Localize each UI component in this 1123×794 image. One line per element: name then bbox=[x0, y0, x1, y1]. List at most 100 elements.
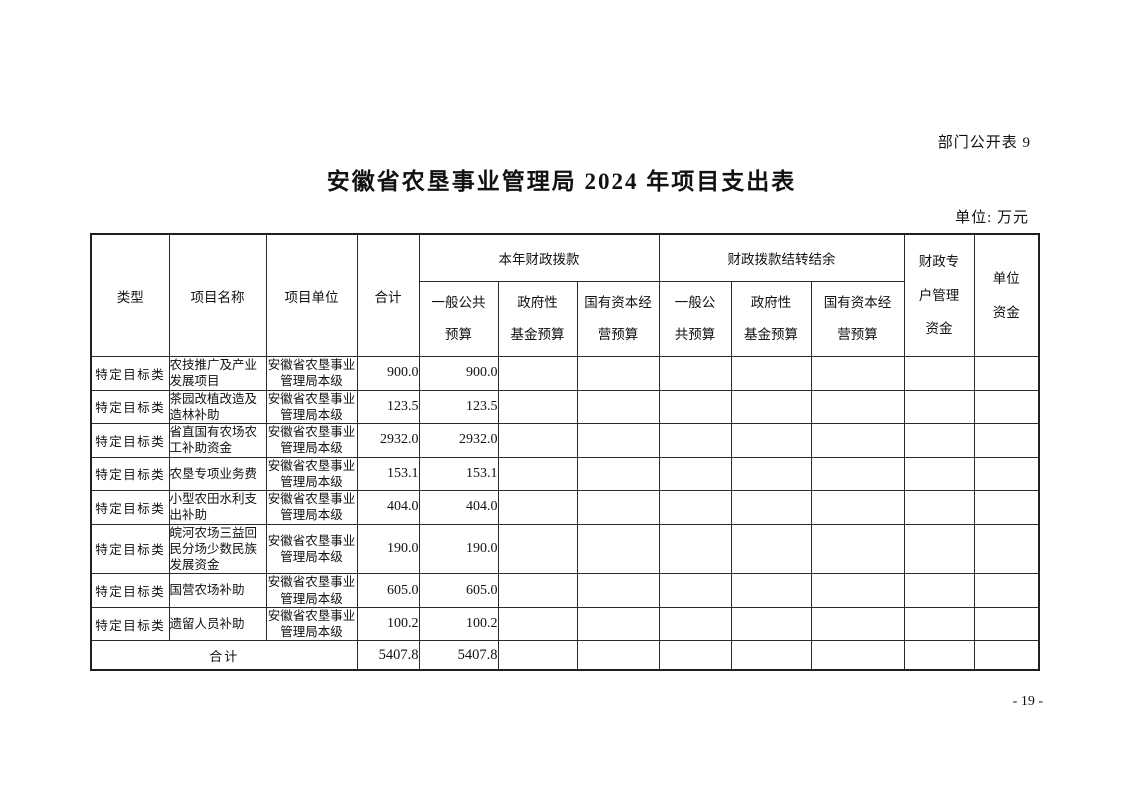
empty-cell bbox=[576, 423, 660, 458]
cell-current-general-public: 900.0 bbox=[418, 356, 499, 391]
cell-project-unit: 安徽省农垦事业管理局本级 bbox=[265, 356, 358, 391]
total-current-general-public: 5407.8 bbox=[418, 640, 499, 671]
empty-cell bbox=[497, 640, 578, 671]
empty-cell bbox=[810, 573, 905, 608]
col-header-carryover-general-public: 一般公 共预算 bbox=[658, 281, 732, 357]
empty-cell bbox=[903, 356, 975, 391]
empty-cell bbox=[730, 456, 812, 491]
cell-project-name: 茶园改植改造及造林补助 bbox=[168, 389, 267, 424]
empty-cell bbox=[576, 606, 660, 642]
col-header-type: 类型 bbox=[90, 233, 170, 357]
empty-cell bbox=[497, 423, 578, 458]
total-row: 合计 5407.8 5407.8 bbox=[90, 640, 1040, 671]
cell-project-unit: 安徽省农垦事业管理局本级 bbox=[265, 423, 358, 458]
cell-current-general-public: 404.0 bbox=[418, 490, 499, 525]
col-header-current-general-public: 一般公共 预算 bbox=[418, 281, 499, 357]
col-header-current-state-capital: 国有资本经 营预算 bbox=[576, 281, 660, 357]
empty-cell bbox=[730, 640, 812, 671]
empty-cell bbox=[973, 573, 1040, 608]
empty-cell bbox=[973, 640, 1040, 671]
cell-current-general-public: 100.2 bbox=[418, 606, 499, 642]
empty-cell bbox=[810, 606, 905, 642]
empty-cell bbox=[810, 423, 905, 458]
cell-type: 特定目标类 bbox=[90, 423, 170, 458]
empty-cell bbox=[658, 640, 732, 671]
empty-cell bbox=[730, 606, 812, 642]
cell-type: 特定目标类 bbox=[90, 356, 170, 391]
table-row: 特定目标类 皖河农场三益回民分场少数民族发展资金 安徽省农垦事业管理局本级 19… bbox=[90, 523, 1040, 575]
cell-type: 特定目标类 bbox=[90, 490, 170, 525]
cell-project-unit: 安徽省农垦事业管理局本级 bbox=[265, 606, 358, 642]
table-row: 特定目标类 省直国有农场农工补助资金 安徽省农垦事业管理局本级 2932.0 2… bbox=[90, 423, 1040, 458]
cell-total: 605.0 bbox=[356, 573, 420, 608]
table-row: 特定目标类 茶园改植改造及造林补助 安徽省农垦事业管理局本级 123.5 123… bbox=[90, 389, 1040, 424]
cell-project-name: 农垦专项业务费 bbox=[168, 456, 267, 491]
cell-project-unit: 安徽省农垦事业管理局本级 bbox=[265, 573, 358, 608]
empty-cell bbox=[576, 640, 660, 671]
table-row: 特定目标类 小型农田水利支出补助 安徽省农垦事业管理局本级 404.0 404.… bbox=[90, 490, 1040, 525]
cell-project-name: 农技推广及产业发展项目 bbox=[168, 356, 267, 391]
cell-total: 900.0 bbox=[356, 356, 420, 391]
col-header-carryover-state-capital: 国有资本经 营预算 bbox=[810, 281, 905, 357]
cell-type: 特定目标类 bbox=[90, 573, 170, 608]
empty-cell bbox=[730, 490, 812, 525]
col-header-total: 合计 bbox=[356, 233, 420, 357]
empty-cell bbox=[576, 573, 660, 608]
col-header-unit-funds: 单位 资金 bbox=[973, 233, 1040, 357]
table-row: 特定目标类 国营农场补助 安徽省农垦事业管理局本级 605.0 605.0 bbox=[90, 573, 1040, 608]
empty-cell bbox=[903, 456, 975, 491]
empty-cell bbox=[497, 606, 578, 642]
header-row-subcolumns: 一般公共 预算 政府性 基金预算 国有资本经 营预算 一般公 共预算 政府性 基… bbox=[91, 281, 1039, 357]
empty-cell bbox=[730, 573, 812, 608]
col-header-project-unit: 项目单位 bbox=[265, 233, 358, 357]
col-header-special-account: 财政专 户管理 资金 bbox=[903, 233, 975, 357]
empty-cell bbox=[903, 523, 975, 575]
empty-cell bbox=[658, 456, 732, 491]
empty-cell bbox=[497, 356, 578, 391]
cell-project-name: 遗留人员补助 bbox=[168, 606, 267, 642]
col-header-project-name: 项目名称 bbox=[168, 233, 267, 357]
table-row: 特定目标类 遗留人员补助 安徽省农垦事业管理局本级 100.2 100.2 bbox=[90, 606, 1040, 642]
cell-type: 特定目标类 bbox=[90, 389, 170, 424]
budget-table: 类型 项目名称 项目单位 合计 本年财政拨款 财政拨款结转结余 财政专 户管理 … bbox=[90, 233, 1041, 671]
cell-current-general-public: 123.5 bbox=[418, 389, 499, 424]
empty-cell bbox=[730, 423, 812, 458]
empty-cell bbox=[730, 523, 812, 575]
cell-project-unit: 安徽省农垦事业管理局本级 bbox=[265, 523, 358, 575]
total-label: 合计 bbox=[90, 640, 358, 671]
empty-cell bbox=[730, 389, 812, 424]
empty-cell bbox=[576, 389, 660, 424]
cell-current-general-public: 153.1 bbox=[418, 456, 499, 491]
empty-cell bbox=[810, 456, 905, 491]
empty-cell bbox=[973, 523, 1040, 575]
empty-cell bbox=[973, 606, 1040, 642]
unit-note: 单位: 万元 bbox=[955, 210, 1029, 226]
empty-cell bbox=[973, 423, 1040, 458]
empty-cell bbox=[658, 573, 732, 608]
empty-cell bbox=[810, 490, 905, 525]
empty-cell bbox=[576, 523, 660, 575]
empty-cell bbox=[903, 389, 975, 424]
page-number: - 19 - bbox=[1012, 694, 1043, 709]
empty-cell bbox=[903, 640, 975, 671]
cell-total: 404.0 bbox=[356, 490, 420, 525]
cell-total: 153.1 bbox=[356, 456, 420, 491]
cell-type: 特定目标类 bbox=[90, 523, 170, 575]
cell-type: 特定目标类 bbox=[90, 456, 170, 491]
empty-cell bbox=[497, 490, 578, 525]
cell-total: 190.0 bbox=[356, 523, 420, 575]
cell-total: 2932.0 bbox=[356, 423, 420, 458]
cell-project-name: 皖河农场三益回民分场少数民族发展资金 bbox=[168, 523, 267, 575]
empty-cell bbox=[810, 389, 905, 424]
empty-cell bbox=[576, 356, 660, 391]
empty-cell bbox=[497, 523, 578, 575]
cell-total: 123.5 bbox=[356, 389, 420, 424]
empty-cell bbox=[658, 356, 732, 391]
empty-cell bbox=[658, 523, 732, 575]
cell-total: 100.2 bbox=[356, 606, 420, 642]
empty-cell bbox=[810, 523, 905, 575]
cell-project-unit: 安徽省农垦事业管理局本级 bbox=[265, 490, 358, 525]
empty-cell bbox=[903, 423, 975, 458]
empty-cell bbox=[730, 356, 812, 391]
cell-current-general-public: 605.0 bbox=[418, 573, 499, 608]
